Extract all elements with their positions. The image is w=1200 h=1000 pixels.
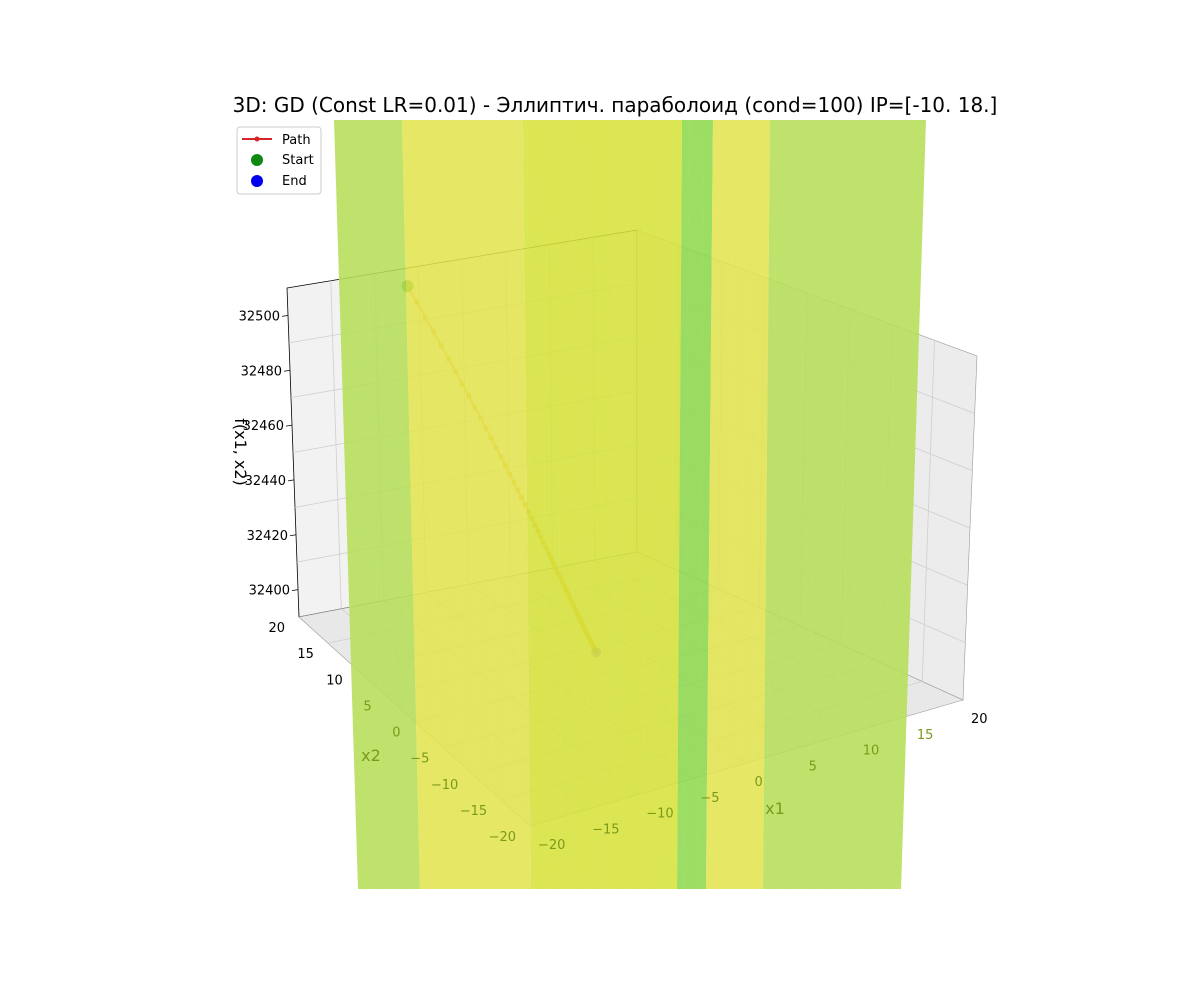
legend-item-start: Start (251, 153, 314, 168)
xy-axes: x1 x2 −20−15−10−505101520−20−15−10−50510… (268, 621, 987, 853)
surface-facet (363, 119, 386, 890)
surface-facet (683, 119, 690, 890)
z-axis-label: f(x1, x2) (231, 418, 250, 486)
z-tick-label: 32480 (241, 364, 282, 379)
surface-facet (724, 119, 735, 890)
surface-facet (525, 119, 535, 890)
surface-facet (656, 119, 661, 890)
z-tick (283, 369, 291, 372)
x1-tick-label: −10 (646, 807, 673, 822)
z-tick (281, 315, 289, 317)
surface-band (706, 120, 770, 889)
x1-axis-label: x1 (765, 799, 785, 818)
x1-tick-label: 0 (755, 775, 763, 790)
surface-facet (570, 119, 576, 890)
legend-start-marker (251, 154, 263, 166)
surface-facet (437, 119, 454, 890)
legend-path-marker (254, 136, 260, 142)
x2-tick-label: −5 (410, 752, 429, 767)
surface-facet (451, 119, 468, 890)
surface-facet (407, 119, 427, 890)
surface-facet (791, 119, 809, 890)
surface-facet (859, 119, 883, 890)
x1-tick-label: −5 (700, 791, 719, 806)
legend: Path Start End (236, 126, 322, 195)
legend-path-label: Path (282, 133, 311, 148)
surface-facet (873, 119, 897, 890)
surface-facet (669, 119, 675, 890)
surface-band (402, 120, 531, 889)
z-axis: f(x1, x2) 32400 32420 32440 32460 32480 32500 (231, 309, 299, 599)
surface-facet (778, 119, 794, 890)
surface-facet (629, 119, 631, 890)
x1-tick-label: 10 (863, 744, 880, 759)
paraboloid-surface (333, 119, 926, 890)
z-tick (287, 479, 295, 482)
x2-axis-label: x2 (361, 746, 381, 765)
surface-facet (832, 119, 853, 890)
surface-facet (496, 119, 508, 890)
surface-facet (333, 119, 359, 890)
z-tick-label: 32440 (245, 474, 286, 489)
z-tick-label: 32500 (239, 309, 280, 324)
surface-facet (348, 119, 373, 890)
x1-tick-label: 5 (809, 759, 817, 774)
z-tick (289, 534, 297, 537)
x1-tick-label: 15 (917, 728, 934, 743)
z-tick-label: 32420 (247, 529, 288, 544)
surface-facet (710, 119, 720, 890)
surface-facet (737, 119, 749, 890)
z-tick-label: 32400 (249, 584, 290, 599)
surface-facet (805, 119, 823, 890)
x2-tick-label: 15 (297, 647, 314, 662)
surface-facet (819, 119, 838, 890)
surface-facet (585, 119, 590, 890)
surface-facet (555, 119, 563, 890)
z-tick (291, 589, 299, 591)
legend-item-end: End (251, 174, 307, 189)
legend-end-marker (251, 175, 263, 187)
legend-item-path: Path (242, 133, 311, 148)
surface-facet (886, 119, 912, 890)
surface-facet (377, 119, 400, 890)
x2-tick-label: 10 (326, 673, 343, 688)
x2-tick-label: −10 (431, 778, 458, 793)
surface-band (334, 120, 420, 889)
legend-end-label: End (282, 174, 307, 189)
x2-tick-label: 5 (363, 699, 371, 714)
surface-band (677, 120, 713, 889)
surface-band (763, 120, 926, 889)
surface-facet (846, 119, 868, 890)
surface-facet (481, 119, 495, 890)
x2-tick-label: 0 (392, 726, 400, 741)
surface-facet (392, 119, 413, 890)
surface-facet (642, 119, 646, 890)
surface-facet (540, 119, 549, 890)
surface-facet (751, 119, 764, 890)
surface-facet (466, 119, 481, 890)
surface-facet (511, 119, 522, 890)
surface-band (523, 120, 682, 889)
x2-tick-label: 20 (268, 621, 285, 636)
surface-facet (696, 119, 705, 890)
z-tick-label: 32460 (243, 419, 284, 434)
surface-facet (422, 119, 440, 890)
x1-tick-label: 20 (971, 712, 988, 727)
surface-facet (764, 119, 779, 890)
chart-title: 3D: GD (Const LR=0.01) - Эллиптич. параб… (233, 93, 998, 117)
x2-tick-label: −15 (460, 804, 487, 819)
x1-tick-label: −15 (592, 822, 619, 837)
x2-tick-label: −20 (489, 830, 516, 845)
surface-facet (614, 119, 617, 890)
legend-start-label: Start (282, 153, 314, 168)
z-tick (285, 424, 293, 427)
surface-facet (599, 119, 603, 890)
x1-tick-label: −20 (538, 838, 565, 853)
